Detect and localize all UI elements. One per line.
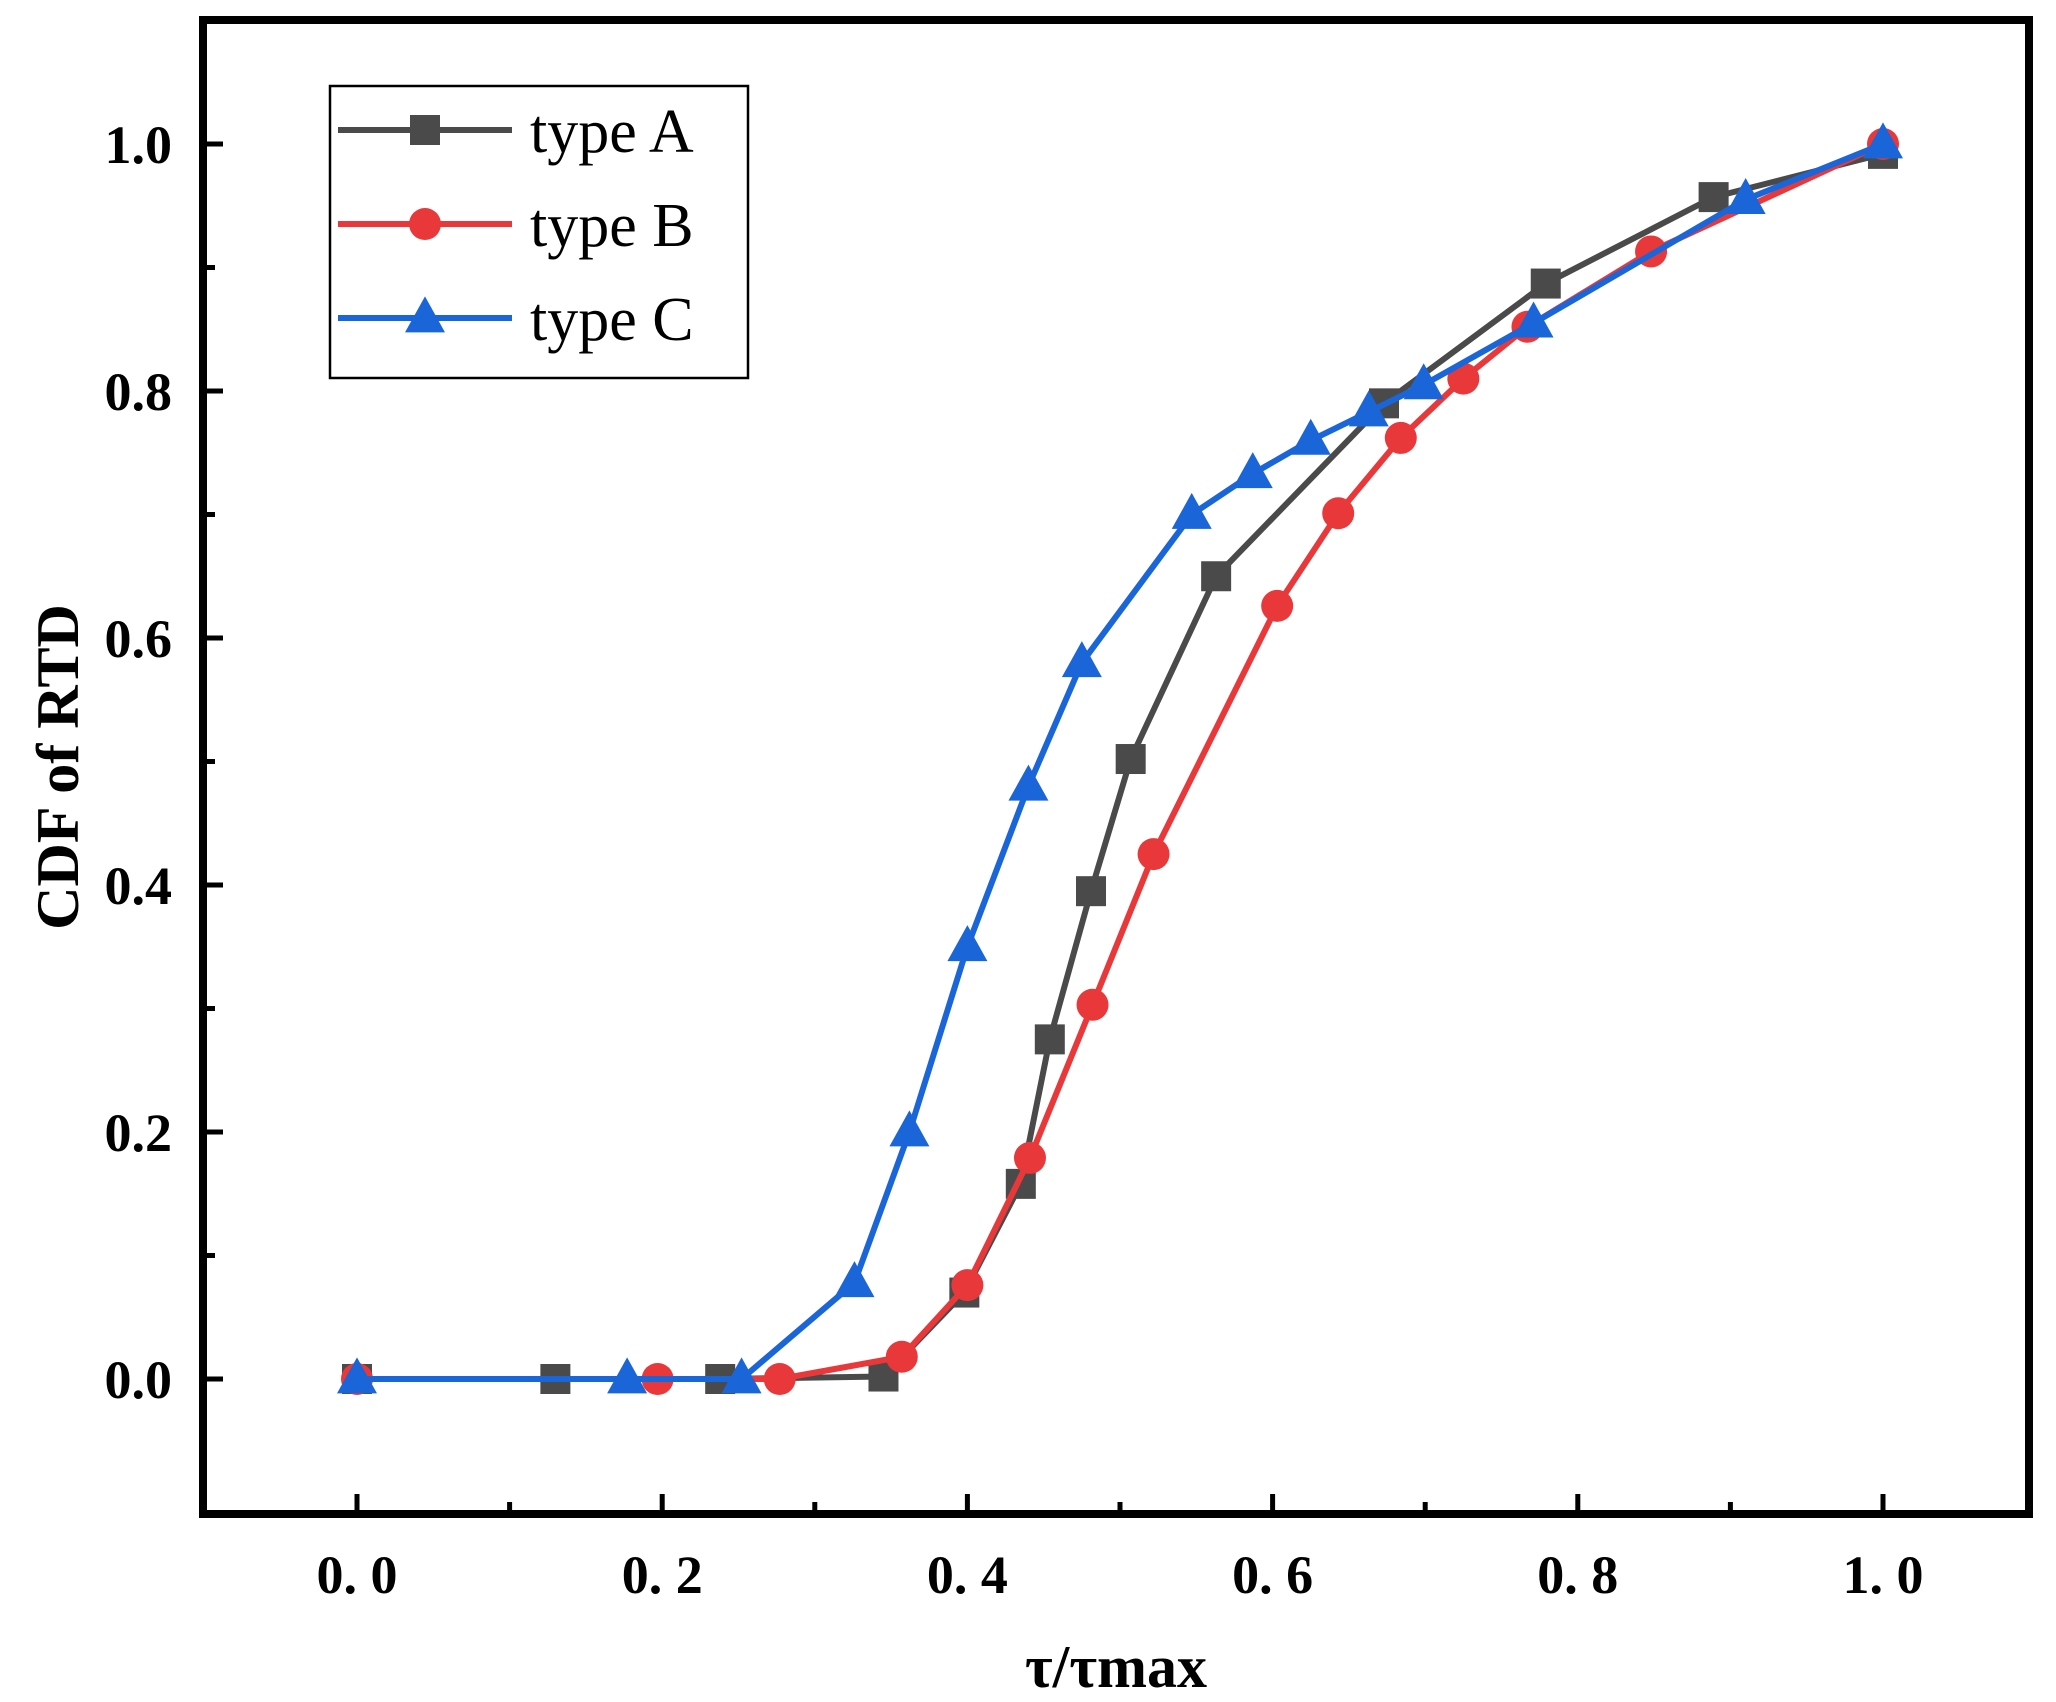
data-point-type-c bbox=[1008, 764, 1049, 801]
y-tick-labels: 0.0 0.2 0.4 0.6 0.8 1.0 bbox=[105, 115, 173, 1410]
legend-entry-type-a: type A bbox=[338, 98, 694, 166]
data-point-type-a bbox=[1201, 561, 1232, 592]
x-tick-labels: 0. 0 0. 2 0. 4 0. 6 0. 8 1. 0 bbox=[317, 1545, 1924, 1605]
data-point-type-c bbox=[1725, 177, 1766, 214]
data-point-type-c bbox=[1061, 641, 1102, 678]
legend-marker-type-b bbox=[409, 208, 441, 240]
data-point-type-c bbox=[1513, 301, 1554, 338]
legend-label-type-c: type C bbox=[530, 286, 694, 354]
data-point-type-c bbox=[1348, 390, 1389, 427]
x-tick-label: 1. 0 bbox=[1843, 1545, 1924, 1605]
legend-entry-type-b: type B bbox=[338, 192, 694, 260]
x-axis-title: τ/τmax bbox=[1025, 1634, 1207, 1700]
series-type-c bbox=[337, 122, 1903, 1394]
data-point-type-a bbox=[1115, 744, 1146, 775]
data-point-type-b bbox=[885, 1340, 918, 1373]
data-point-type-c bbox=[721, 1357, 762, 1394]
legend-entries: type A type B type C bbox=[338, 98, 694, 354]
data-point-type-c bbox=[947, 925, 988, 962]
x-tick-label: 0. 0 bbox=[317, 1545, 398, 1605]
data-point-type-c bbox=[1171, 492, 1212, 529]
data-point-type-b bbox=[1013, 1141, 1046, 1174]
legend: type A type B type C bbox=[328, 84, 750, 380]
plot-frame bbox=[199, 16, 2033, 1518]
data-point-type-c bbox=[1232, 452, 1273, 489]
data-point-type-b bbox=[1322, 497, 1355, 530]
legend-entry-type-c: type C bbox=[338, 286, 694, 354]
y-tick-label: 0.2 bbox=[105, 1103, 173, 1163]
y-axis-title: CDF of RTD bbox=[25, 604, 91, 930]
x-tick-label: 0. 6 bbox=[1232, 1545, 1313, 1605]
y-tick-label: 0.4 bbox=[105, 856, 173, 916]
legend-box bbox=[328, 84, 750, 380]
series-line-type-c bbox=[357, 141, 1885, 1382]
legend-marker-type-c bbox=[405, 296, 445, 333]
data-point-type-b bbox=[763, 1363, 796, 1395]
series-layer bbox=[337, 122, 1903, 1395]
legend-marker-type-a bbox=[410, 115, 440, 145]
data-point-type-b bbox=[951, 1269, 984, 1302]
x-tick-label: 0. 2 bbox=[622, 1545, 703, 1605]
data-point-type-a bbox=[1530, 268, 1561, 299]
data-point-type-c bbox=[1403, 363, 1444, 400]
y-tick-label: 1.0 bbox=[105, 115, 173, 175]
data-point-type-b bbox=[1261, 589, 1294, 622]
data-point-type-c bbox=[607, 1357, 648, 1394]
data-point-type-c bbox=[1290, 418, 1331, 455]
legend-label-type-b: type B bbox=[530, 192, 694, 260]
data-point-type-a bbox=[1076, 876, 1107, 907]
data-point-type-c bbox=[889, 1110, 930, 1147]
data-point-type-c bbox=[337, 1357, 377, 1394]
axis-ticks bbox=[203, 141, 1886, 1514]
data-point-type-b bbox=[1447, 362, 1480, 395]
x-tick-label: 0. 4 bbox=[927, 1545, 1008, 1605]
data-point-type-b bbox=[1384, 421, 1417, 454]
y-tick-label: 0.6 bbox=[105, 609, 173, 669]
data-point-type-c bbox=[1863, 122, 1903, 159]
legend-label-type-a: type A bbox=[530, 98, 694, 166]
y-tick-label: 0.0 bbox=[105, 1350, 173, 1410]
data-point-type-b bbox=[1076, 988, 1109, 1021]
y-tick-label: 0.8 bbox=[105, 362, 173, 422]
data-point-type-a bbox=[1034, 1024, 1065, 1055]
data-point-type-c bbox=[834, 1261, 875, 1298]
data-point-type-b bbox=[1137, 838, 1170, 871]
x-tick-label: 0. 8 bbox=[1537, 1545, 1618, 1605]
data-point-type-a bbox=[1698, 182, 1729, 213]
